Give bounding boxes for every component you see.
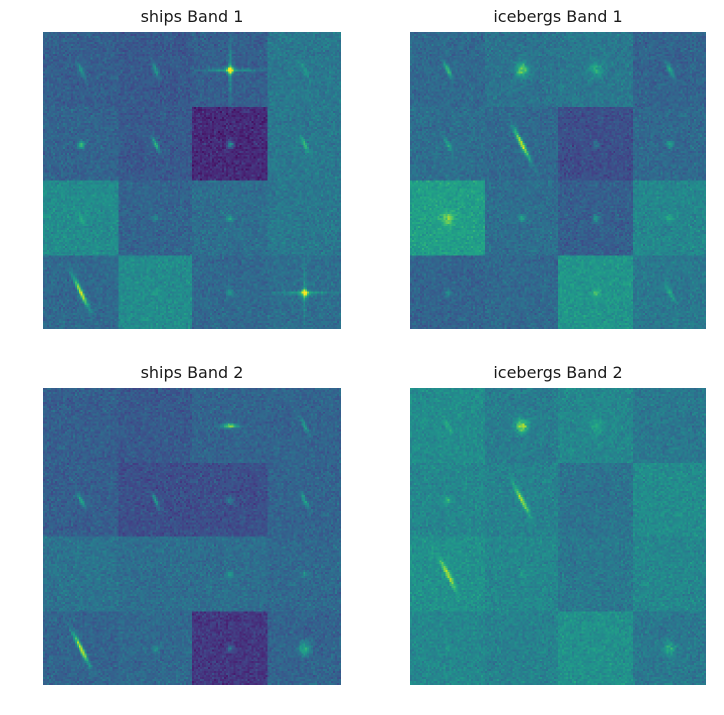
- panel-title: icebergs Band 1: [493, 7, 623, 26]
- ships-band1-image: [43, 32, 341, 329]
- ships-band1-panel: ships Band 1: [43, 7, 341, 329]
- ships-band2-panel: ships Band 2: [43, 363, 341, 685]
- panel-title: ships Band 2: [140, 363, 244, 382]
- icebergs-band2-panel: icebergs Band 2: [410, 363, 706, 685]
- icebergs-band1-image: [410, 32, 706, 329]
- icebergs-band1-panel: icebergs Band 1: [410, 7, 706, 329]
- panel-title: ships Band 1: [140, 7, 244, 26]
- icebergs-band2-image: [410, 388, 706, 685]
- ships-band2-image: [43, 388, 341, 685]
- panel-title: icebergs Band 2: [493, 363, 623, 382]
